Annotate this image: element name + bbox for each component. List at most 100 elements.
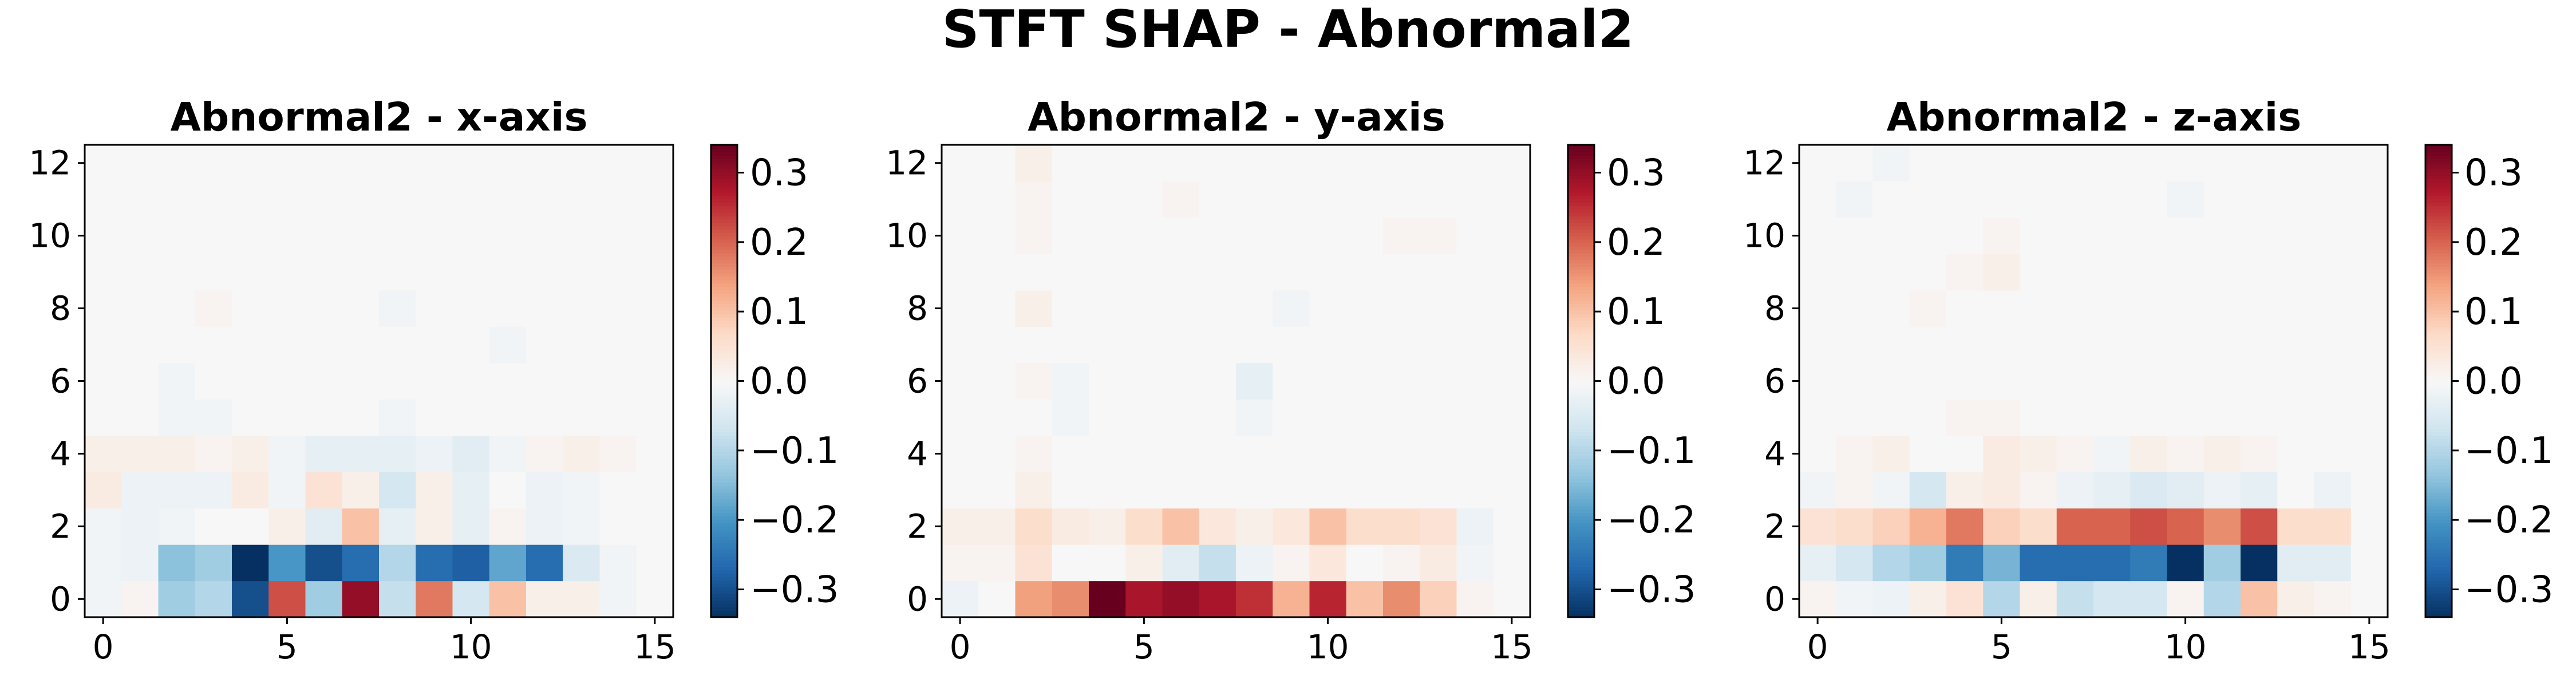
heatmap-cell-y-axis bbox=[1015, 290, 1053, 327]
heatmap-cell-y-axis bbox=[1162, 217, 1200, 254]
heatmap-cell-x-axis bbox=[526, 326, 563, 364]
heatmap-cell-x-axis bbox=[305, 435, 343, 472]
colorbar-segment bbox=[1568, 374, 1594, 378]
colorbar-segment bbox=[1568, 391, 1594, 395]
colorbar-segment bbox=[2425, 185, 2452, 189]
colorbar-segment bbox=[711, 232, 737, 236]
heatmap-cell-x-axis bbox=[85, 508, 122, 545]
heatmap-cell-x-axis bbox=[452, 435, 490, 472]
colorbar-tick-label: −0.3 bbox=[2464, 568, 2553, 611]
colorbar-segment bbox=[711, 344, 737, 348]
heatmap-cell-y-axis bbox=[1125, 217, 1163, 254]
heatmap-cell-y-axis bbox=[978, 399, 1016, 436]
heatmap-cell-x-axis bbox=[416, 472, 453, 509]
heatmap-cell-x-axis bbox=[489, 544, 527, 582]
colorbar-segment bbox=[2425, 283, 2452, 287]
heatmap-cell-x-axis bbox=[158, 290, 196, 327]
colorbar-segment bbox=[2425, 431, 2452, 436]
colorbar-segment bbox=[711, 354, 737, 358]
heatmap-cell-x-axis bbox=[452, 508, 490, 545]
colorbar-segment bbox=[1568, 175, 1594, 179]
heatmap-cell-x-axis bbox=[305, 326, 343, 364]
heatmap-cell-y-axis bbox=[1273, 362, 1310, 400]
colorbar-segment bbox=[2425, 573, 2452, 578]
y-tick-label: 12 bbox=[29, 144, 71, 183]
heatmap-cell-x-axis bbox=[121, 181, 159, 218]
heatmap-cell-z-axis bbox=[1836, 326, 1874, 364]
heatmap-cell-x-axis bbox=[379, 581, 416, 618]
colorbar-segment bbox=[711, 408, 737, 412]
colorbar-segment bbox=[2425, 361, 2452, 365]
colorbar-segment bbox=[711, 172, 737, 176]
heatmap-cell-z-axis bbox=[2130, 508, 2168, 545]
colorbar-segment bbox=[711, 370, 737, 375]
heatmap-cell-x-axis bbox=[379, 362, 416, 400]
heatmap-cell-x-axis bbox=[489, 362, 527, 400]
colorbar-segment bbox=[1568, 165, 1594, 169]
heatmap-cell-y-axis bbox=[942, 399, 979, 436]
heatmap-cell-x-axis bbox=[85, 581, 122, 618]
heatmap-cell-x-axis bbox=[342, 145, 380, 182]
heatmap-cell-y-axis bbox=[1052, 217, 1089, 254]
colorbar-segment bbox=[2425, 246, 2452, 250]
colorbar-segment bbox=[2425, 252, 2452, 257]
colorbar-segment bbox=[1568, 495, 1594, 500]
heatmap-cell-x-axis bbox=[599, 181, 637, 218]
colorbar-segment bbox=[2425, 212, 2452, 216]
colorbar-segment bbox=[711, 482, 737, 486]
heatmap-cells-x-axis bbox=[85, 145, 674, 618]
heatmap-cell-y-axis bbox=[1493, 581, 1531, 618]
colorbar-segment bbox=[711, 384, 737, 389]
heatmap-cell-y-axis bbox=[1346, 362, 1384, 400]
heatmap-cell-y-axis bbox=[942, 290, 979, 327]
axes-frame-y-axis bbox=[941, 144, 1531, 618]
heatmap-cell-z-axis bbox=[1799, 290, 1836, 327]
heatmap-cell-z-axis bbox=[1983, 326, 2021, 364]
colorbar-segment bbox=[1568, 229, 1594, 234]
colorbar-segment bbox=[2425, 482, 2452, 486]
heatmap-cell-x-axis bbox=[379, 217, 416, 254]
heatmap-cell-y-axis bbox=[978, 508, 1016, 545]
colorbar-segment bbox=[2425, 370, 2452, 375]
colorbar-segment bbox=[2425, 411, 2452, 416]
heatmap-cell-z-axis bbox=[2350, 254, 2388, 291]
colorbar-segment bbox=[711, 445, 737, 449]
heatmap-cell-y-axis bbox=[1493, 472, 1531, 509]
heatmap-cell-x-axis bbox=[489, 145, 527, 182]
y-tick-label: 12 bbox=[886, 144, 928, 183]
heatmap-cell-x-axis bbox=[599, 472, 637, 509]
colorbar-segment bbox=[1568, 435, 1594, 439]
heatmap-cell-y-axis bbox=[1383, 326, 1420, 364]
colorbar-segment bbox=[711, 276, 737, 281]
heatmap-cell-x-axis bbox=[158, 508, 196, 545]
heatmap-cell-z-axis bbox=[2314, 145, 2352, 182]
heatmap-cell-x-axis bbox=[563, 435, 600, 472]
x-tick-label: 10 bbox=[2164, 627, 2207, 666]
heatmap-cell-y-axis bbox=[1125, 181, 1163, 218]
heatmap-cell-z-axis bbox=[2241, 581, 2278, 618]
colorbar-segment bbox=[711, 468, 737, 473]
colorbar-segment bbox=[711, 155, 737, 159]
heatmap-cell-x-axis bbox=[563, 581, 600, 618]
heatmap-cell-x-axis bbox=[489, 254, 527, 291]
heatmap-cell-x-axis bbox=[526, 181, 563, 218]
heatmap-cell-y-axis bbox=[942, 581, 979, 618]
colorbar-segment bbox=[2425, 215, 2452, 220]
heatmap-cell-z-axis bbox=[2093, 145, 2131, 182]
heatmap-cell-y-axis bbox=[1420, 544, 1457, 582]
heatmap-cell-z-axis bbox=[1836, 544, 1874, 582]
colorbar-segment bbox=[2425, 236, 2452, 240]
colorbar-segment bbox=[711, 158, 737, 163]
colorbar-segment bbox=[2425, 455, 2452, 459]
heatmap-cell-y-axis bbox=[1162, 581, 1200, 618]
heatmap-cell-x-axis bbox=[158, 581, 196, 618]
heatmap-cell-z-axis bbox=[2167, 508, 2204, 545]
colorbar-segment bbox=[711, 273, 737, 277]
colorbar-segment bbox=[711, 161, 737, 166]
colorbar-segment bbox=[1568, 580, 1594, 584]
colorbar-segment bbox=[711, 509, 737, 514]
heatmap-cell-z-axis bbox=[2020, 435, 2057, 472]
colorbar-segment bbox=[711, 388, 737, 392]
